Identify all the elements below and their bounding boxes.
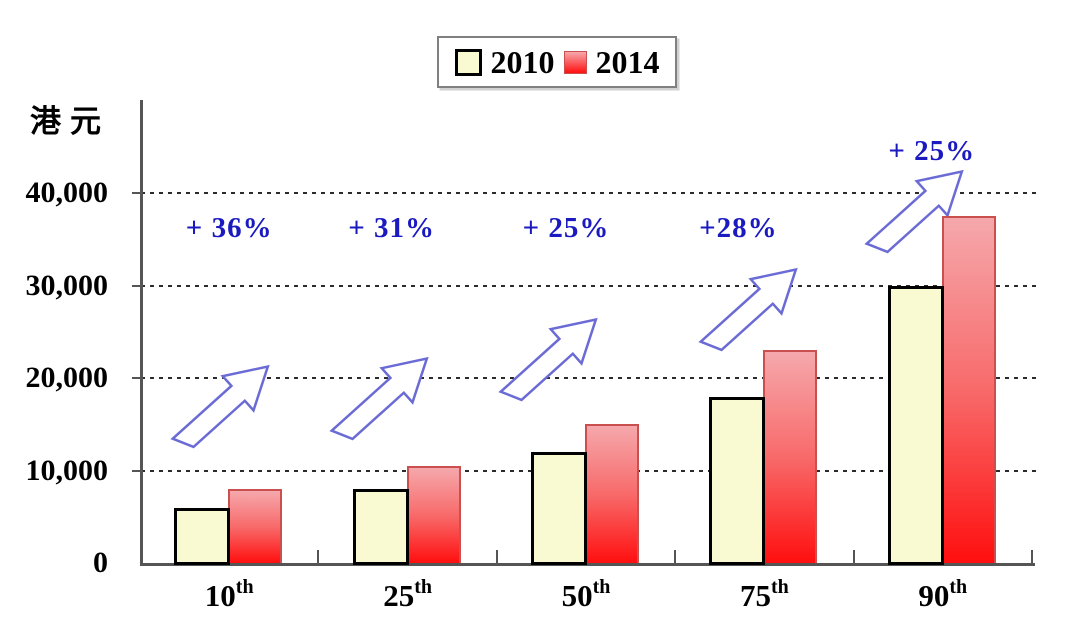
bar-2014-90th — [941, 216, 996, 565]
legend: 2010 2014 — [437, 36, 677, 88]
bar-2010-75th — [709, 396, 766, 565]
growth-annotation-90th: + 25% — [888, 135, 976, 167]
y-axis-line — [140, 100, 143, 565]
y-axis-tick — [132, 284, 142, 287]
legend-swatch-2010-icon — [454, 48, 482, 76]
legend-label-2014: 2014 — [595, 44, 660, 80]
y-tick-label: 10,000 — [25, 453, 109, 487]
x-axis-tick — [495, 550, 498, 563]
bar-2014-10th — [228, 489, 283, 565]
x-tick-label-90th: 90th — [918, 575, 968, 613]
legend-swatch-2014-icon — [563, 50, 587, 74]
gridline — [141, 192, 1040, 194]
y-axis-tick — [132, 469, 142, 472]
x-axis-tick — [1031, 550, 1033, 563]
y-tick-label: 0 — [93, 546, 108, 579]
growth-annotation-25th: + 31% — [348, 212, 435, 244]
bar-2010-90th — [887, 285, 944, 565]
x-tick-label-75th: 75th — [739, 575, 789, 613]
growth-arrow-icon — [160, 345, 288, 468]
growth-arrow-icon — [688, 248, 816, 371]
bar-2014-25th — [406, 465, 461, 565]
x-axis-line — [140, 563, 1035, 566]
y-axis-tick — [132, 377, 142, 379]
growth-annotation-75th: +28% — [699, 212, 778, 244]
growth-arrow-icon — [319, 337, 447, 460]
growth-annotation-50th: + 25% — [522, 212, 610, 244]
bar-2014-50th — [585, 424, 639, 565]
legend-label-2010: 2010 — [490, 44, 555, 80]
x-tick-label-25th: 25th — [383, 575, 432, 613]
growth-arrow-icon — [854, 150, 982, 273]
y-tick-label: 20,000 — [25, 361, 109, 394]
x-tick-label-50th: 50th — [561, 575, 611, 613]
bar-2010-10th — [174, 508, 231, 565]
x-tick-label-10th: 10th — [204, 575, 254, 613]
gridline — [141, 377, 1040, 379]
bar-2010-50th — [531, 452, 587, 565]
growth-annotation-10th: + 36% — [185, 212, 273, 244]
y-axis-title: 港元 — [30, 104, 110, 139]
x-axis-tick — [852, 550, 855, 563]
x-axis-tick — [317, 550, 320, 563]
bar-2010-25th — [352, 489, 409, 565]
y-tick-label: 40,000 — [25, 176, 109, 209]
y-tick-label: 30,000 — [25, 268, 109, 302]
growth-arrow-icon — [488, 298, 616, 421]
x-axis-tick — [674, 550, 677, 563]
bar-2014-75th — [763, 350, 818, 565]
y-axis-tick — [132, 192, 142, 194]
gridline — [141, 284, 1040, 287]
